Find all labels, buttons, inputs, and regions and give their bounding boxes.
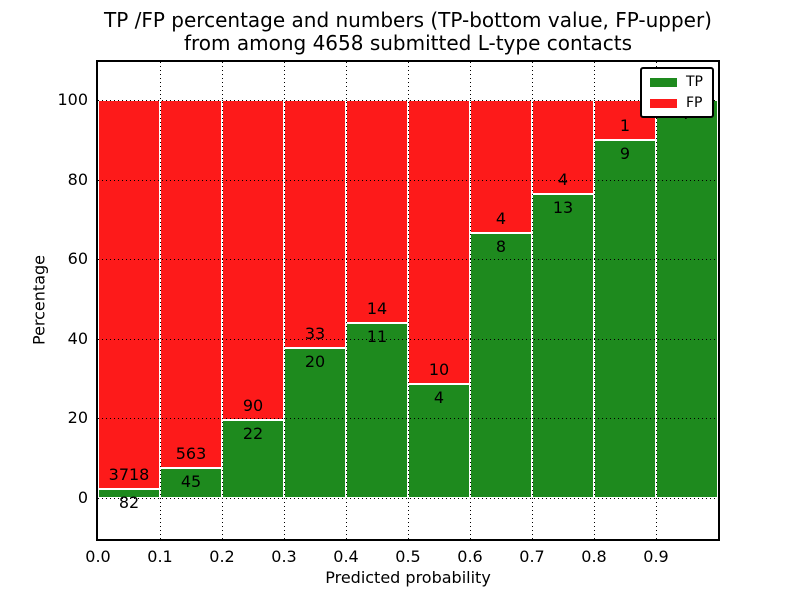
v-gridline bbox=[284, 62, 285, 539]
y-axis-label: Percentage bbox=[29, 254, 49, 346]
tp-bar-segment bbox=[532, 193, 594, 498]
v-gridline bbox=[346, 62, 347, 539]
fp-color-swatch bbox=[650, 98, 677, 108]
tp-bar-segment bbox=[98, 489, 160, 498]
y-tick-label: 0 bbox=[77, 487, 88, 507]
v-gridline bbox=[656, 62, 657, 539]
chart-title-line2: from among 4658 submitted L-type contact… bbox=[183, 31, 633, 55]
x-tick-label: 0.8 bbox=[581, 547, 607, 566]
legend-label-fp: FP bbox=[686, 95, 703, 111]
fp-bar-segment bbox=[408, 100, 470, 384]
chart-title: TP /FP percentage and numbers (TP-bottom… bbox=[8, 9, 800, 55]
y-tick-label: 80 bbox=[67, 169, 88, 189]
tp-bar-segment bbox=[470, 232, 532, 498]
fp-count-label: 14 bbox=[366, 298, 388, 318]
y-tick-label: 100 bbox=[57, 90, 88, 109]
fp-bar-segment bbox=[98, 100, 160, 490]
x-tick-label: 0.1 bbox=[147, 547, 173, 566]
plot-area: 3718825634590223320141110448413197 TP FP bbox=[96, 60, 720, 541]
chart-title-line1: TP /FP percentage and numbers (TP-bottom… bbox=[104, 8, 712, 32]
fp-bar-segment bbox=[160, 100, 222, 469]
v-gridline bbox=[160, 62, 161, 539]
fp-count-label: 1 bbox=[619, 115, 631, 135]
tp-count-label: 13 bbox=[552, 197, 574, 217]
fp-count-label: 33 bbox=[304, 323, 326, 343]
x-tick-label: 0.2 bbox=[209, 547, 235, 566]
y-tick-label: 40 bbox=[67, 328, 88, 348]
tp-bar-segment bbox=[594, 139, 656, 498]
tp-count-label: 45 bbox=[180, 472, 202, 492]
tp-bar-segment bbox=[346, 322, 408, 498]
tp-count-label: 22 bbox=[242, 423, 264, 443]
x-tick-label: 0.3 bbox=[271, 547, 297, 566]
x-tick-label: 0.0 bbox=[85, 547, 111, 566]
fp-count-label: 563 bbox=[175, 444, 207, 464]
fp-bar-segment bbox=[532, 100, 594, 194]
x-tick-label: 0.6 bbox=[457, 547, 483, 566]
y-tick-label: 20 bbox=[67, 408, 88, 428]
fp-count-label: 4 bbox=[557, 169, 569, 189]
y-tick-label: 60 bbox=[67, 249, 88, 269]
v-gridline bbox=[222, 62, 223, 539]
tp-color-swatch bbox=[650, 77, 677, 87]
tp-count-label: 11 bbox=[366, 326, 388, 346]
fp-bar-segment bbox=[284, 100, 346, 348]
tp-count-label: 9 bbox=[619, 143, 631, 163]
v-gridline bbox=[532, 62, 533, 539]
fp-bar-segment bbox=[346, 100, 408, 323]
x-tick-label: 0.7 bbox=[519, 547, 545, 566]
x-tick-label: 0.5 bbox=[395, 547, 421, 566]
tp-count-label: 4 bbox=[433, 388, 445, 407]
tp-count-label: 82 bbox=[118, 493, 140, 513]
x-axis-label: Predicted probability bbox=[325, 568, 491, 587]
fp-bar-segment bbox=[470, 100, 532, 233]
legend: TP FP bbox=[640, 67, 714, 118]
fp-count-label: 10 bbox=[428, 360, 450, 379]
x-tick-label: 0.4 bbox=[333, 547, 359, 566]
legend-row-fp: FP bbox=[650, 96, 703, 110]
v-gridline bbox=[408, 62, 409, 539]
legend-label-tp: TP bbox=[686, 74, 703, 90]
x-tick-label: 0.9 bbox=[643, 547, 669, 566]
fp-count-label: 4 bbox=[495, 208, 507, 228]
tp-bar-segment bbox=[656, 100, 718, 498]
tp-count-label: 8 bbox=[495, 236, 507, 256]
v-gridline bbox=[470, 62, 471, 539]
legend-row-tp: TP bbox=[650, 75, 703, 89]
tp-bar-segment bbox=[284, 347, 346, 498]
tp-bar-segment bbox=[222, 419, 284, 498]
tp-count-label: 20 bbox=[304, 351, 326, 371]
v-gridline bbox=[594, 62, 595, 539]
fp-count-label: 90 bbox=[242, 395, 264, 415]
fp-count-label: 3718 bbox=[108, 465, 150, 485]
